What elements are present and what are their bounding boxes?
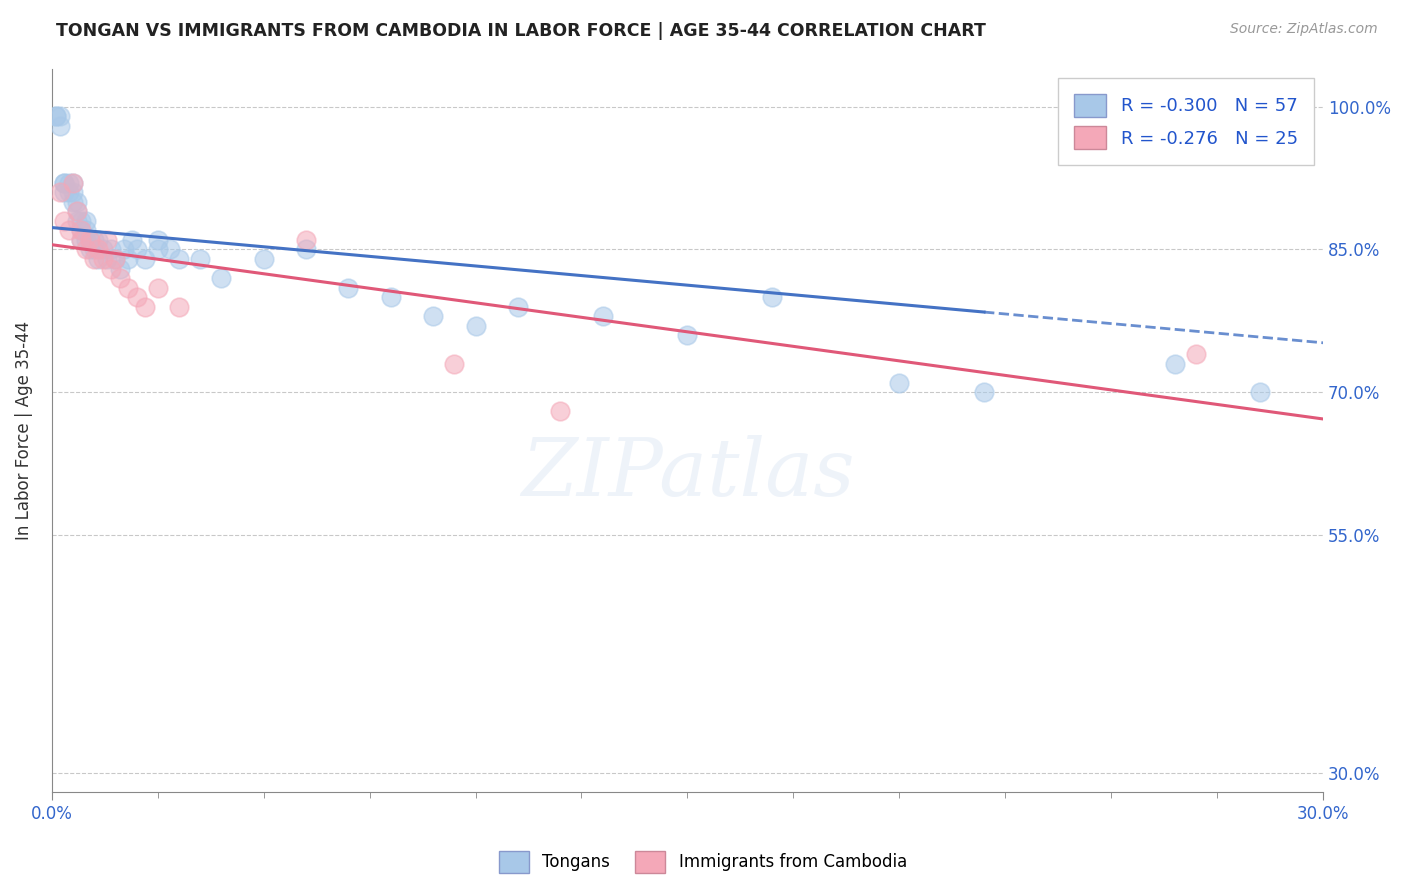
Point [550, 404, 572, 418]
Point [96, 233, 118, 247]
Point [146, 280, 169, 294]
Point [973, 385, 995, 400]
Point [117, 252, 139, 266]
Point [1185, 347, 1208, 361]
Point [134, 300, 156, 314]
Point [159, 243, 181, 257]
Point [66, 214, 89, 228]
Y-axis label: In Labor Force | Age 35-44: In Labor Force | Age 35-44 [15, 321, 32, 540]
Point [253, 252, 276, 266]
Point [108, 261, 131, 276]
Point [295, 243, 318, 257]
Point [380, 290, 402, 304]
Point [104, 252, 127, 266]
Point [83, 252, 105, 266]
Point [62, 176, 84, 190]
Point [112, 243, 135, 257]
Text: Source: ZipAtlas.com: Source: ZipAtlas.com [1230, 22, 1378, 37]
Point [62, 194, 84, 209]
Point [125, 290, 148, 304]
Point [91, 243, 114, 257]
Point [66, 204, 89, 219]
Point [58, 186, 80, 200]
Point [70, 214, 93, 228]
Point [79, 233, 101, 247]
Point [464, 318, 486, 333]
Point [87, 233, 110, 247]
Point [104, 252, 127, 266]
Point [87, 252, 110, 266]
Point [79, 233, 101, 247]
Point [295, 233, 318, 247]
Point [62, 176, 84, 190]
Point [70, 223, 93, 237]
Point [83, 233, 105, 247]
Point [75, 223, 97, 237]
Point [58, 223, 80, 237]
Point [422, 309, 444, 323]
Point [75, 214, 97, 228]
Point [125, 243, 148, 257]
Point [75, 233, 97, 247]
Point [66, 194, 89, 209]
Point [70, 223, 93, 237]
Point [676, 328, 699, 343]
Point [96, 252, 118, 266]
Point [117, 280, 139, 294]
Point [889, 376, 911, 390]
Point [75, 243, 97, 257]
Point [53, 176, 76, 190]
Point [87, 243, 110, 257]
Point [100, 261, 122, 276]
Point [108, 271, 131, 285]
Point [592, 309, 614, 323]
Text: TONGAN VS IMMIGRANTS FROM CAMBODIA IN LABOR FORCE | AGE 35-44 CORRELATION CHART: TONGAN VS IMMIGRANTS FROM CAMBODIA IN LA… [56, 22, 986, 40]
Point [53, 176, 76, 190]
Point [53, 186, 76, 200]
Point [146, 233, 169, 247]
Point [1164, 357, 1187, 371]
Point [1249, 385, 1271, 400]
Point [83, 243, 105, 257]
Point [45, 109, 67, 123]
Point [66, 204, 89, 219]
Point [62, 186, 84, 200]
Legend: Tongans, Immigrants from Cambodia: Tongans, Immigrants from Cambodia [492, 845, 914, 880]
Point [209, 271, 232, 285]
Point [337, 280, 360, 294]
Point [70, 233, 93, 247]
Point [134, 252, 156, 266]
Legend: R = -0.300   N = 57, R = -0.276   N = 25: R = -0.300 N = 57, R = -0.276 N = 25 [1057, 78, 1315, 166]
Point [146, 243, 169, 257]
Point [53, 214, 76, 228]
Point [91, 252, 114, 266]
Point [188, 252, 211, 266]
Point [167, 252, 190, 266]
Text: ZIPatlas: ZIPatlas [520, 435, 855, 513]
Point [49, 109, 72, 123]
Point [45, 109, 67, 123]
Point [443, 357, 465, 371]
Point [79, 243, 101, 257]
Point [70, 233, 93, 247]
Point [58, 176, 80, 190]
Point [100, 243, 122, 257]
Point [761, 290, 783, 304]
Point [49, 119, 72, 133]
Point [121, 233, 143, 247]
Point [506, 300, 529, 314]
Point [49, 186, 72, 200]
Point [167, 300, 190, 314]
